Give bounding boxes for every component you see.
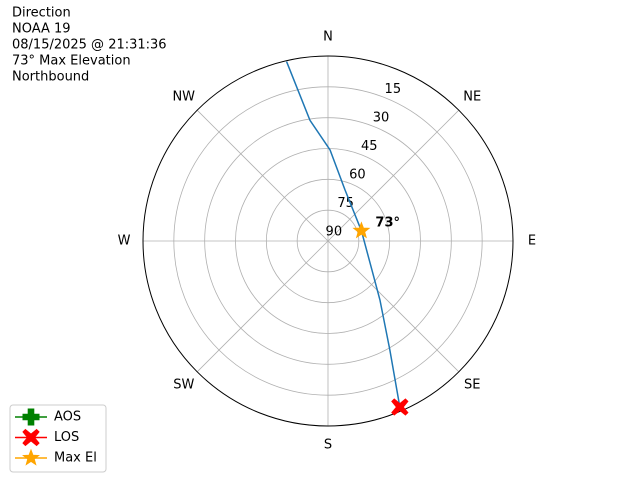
annotation: 73° [375, 215, 400, 230]
r-tick-label: 15 [385, 82, 402, 97]
title-line: Northbound [12, 70, 89, 85]
r-tick-label: 90 [326, 224, 343, 239]
grid-ring [235, 148, 421, 334]
grid-ring [204, 117, 452, 365]
marker [391, 398, 409, 416]
title-line: 73° Max Elevation [12, 54, 131, 69]
r-tick-label: 30 [373, 110, 390, 125]
grid-ring [173, 86, 483, 396]
direction-label: NW [172, 89, 195, 104]
legend-label: LOS [54, 430, 79, 445]
title-line: NOAA 19 [12, 22, 71, 37]
legend-marker [22, 448, 40, 466]
legend-label: Max El [54, 451, 97, 466]
grid-ring [296, 209, 360, 273]
legend-marker [22, 428, 40, 447]
direction-label: W [118, 234, 131, 249]
direction-label: SW [173, 378, 194, 393]
legend-marker [22, 408, 40, 426]
r-tick-label: 75 [337, 196, 354, 211]
outer-frame [142, 55, 514, 427]
grid-ring [265, 178, 391, 304]
marker [352, 221, 371, 239]
direction-label: N [323, 30, 333, 45]
direction-label: E [528, 234, 536, 249]
r-tick-label: 45 [361, 139, 378, 154]
legend: AOS LOS Max El [9, 404, 107, 473]
legend-label: AOS [54, 410, 81, 425]
direction-label: NE [463, 89, 481, 104]
title-line: Direction [12, 6, 71, 21]
direction-label: S [324, 438, 332, 453]
direction-label: SE [464, 378, 480, 393]
title-line: 08/15/2025 @ 21:31:36 [12, 38, 167, 53]
r-tick-label: 60 [349, 167, 366, 182]
